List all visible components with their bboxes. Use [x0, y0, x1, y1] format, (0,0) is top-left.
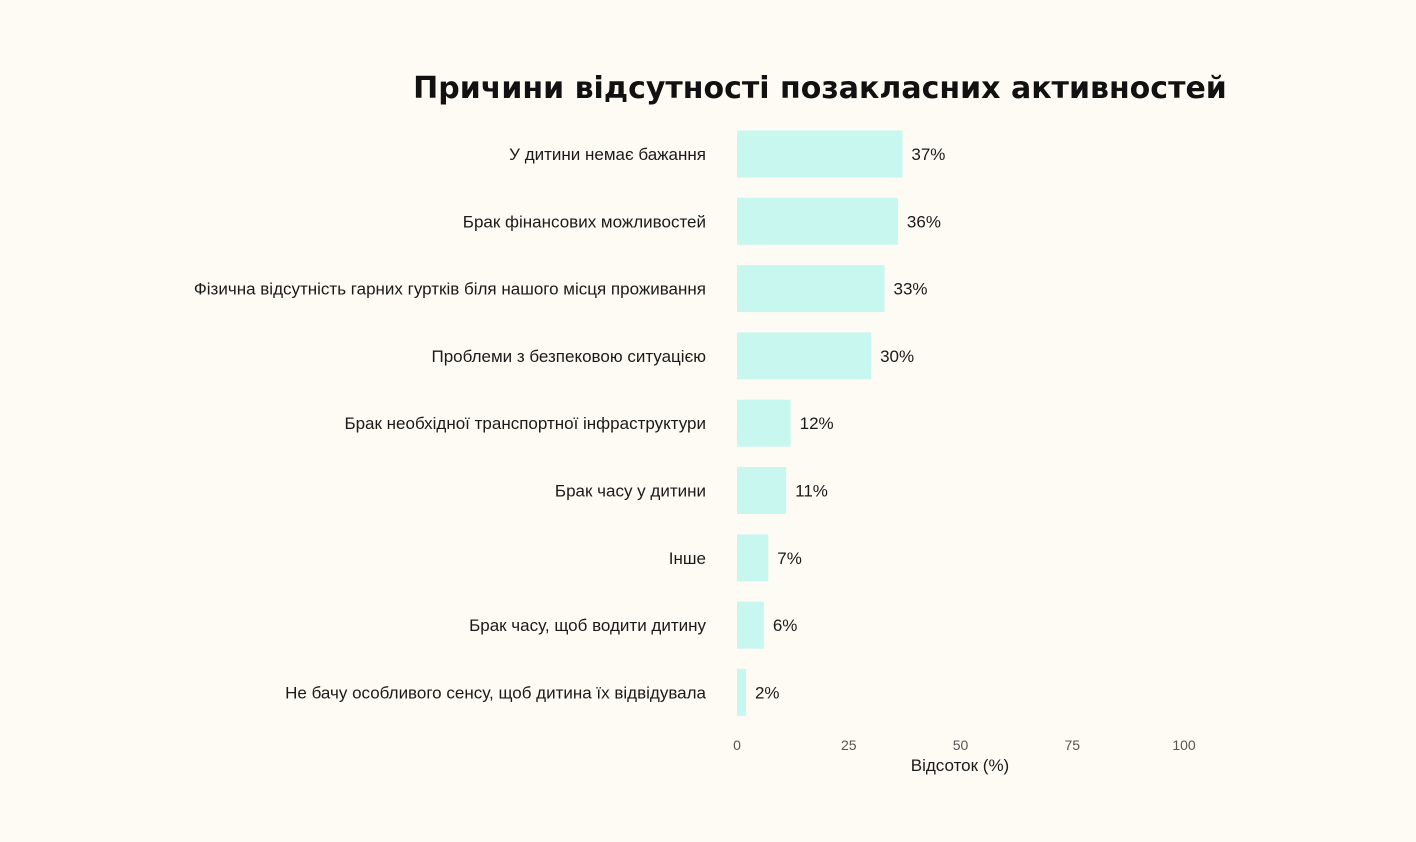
bar-4 [737, 332, 872, 380]
category-labels: У дитини немає бажання Брак фінансових мо… [194, 145, 707, 702]
bar-7 [737, 534, 769, 582]
bar-6 [737, 467, 787, 514]
category-label-8: Брак часу, щоб водити дитину [469, 616, 706, 635]
category-label-6: Брак часу у дитини [555, 482, 706, 501]
bar-8 [737, 601, 764, 649]
value-label-8: 6% [773, 616, 798, 635]
chart-title: Причини відсутності позакласних активнос… [413, 71, 1227, 106]
bars-layer [737, 130, 903, 716]
category-label-1: У дитини немає бажання [509, 145, 706, 164]
category-label-2: Брак фінансових можливостей [463, 212, 706, 231]
category-label-5: Брак необхідної транспортної інфраструкт… [344, 414, 706, 433]
x-tick-label-50: 50 [953, 737, 969, 753]
value-label-1: 37% [911, 145, 945, 164]
category-label-7: Інше [669, 549, 706, 568]
value-label-3: 33% [894, 280, 928, 299]
bar-2 [737, 197, 898, 245]
bar-5 [737, 399, 791, 447]
bar-9 [737, 668, 746, 716]
x-axis-ticks: 0 25 50 75 100 [733, 737, 1196, 753]
bar-3 [737, 265, 885, 313]
value-labels: 37% 36% 33% 30% 12% 11% 7% 6% 2% [755, 145, 945, 702]
x-tick-label-0: 0 [733, 737, 741, 753]
x-tick-label-25: 25 [841, 737, 857, 753]
value-label-4: 30% [880, 347, 914, 366]
x-tick-label-100: 100 [1172, 737, 1196, 753]
value-label-2: 36% [907, 212, 941, 231]
bar-1 [737, 130, 903, 178]
x-axis-title: Відсоток (%) [911, 756, 1009, 775]
value-label-7: 7% [777, 549, 802, 568]
category-label-3: Фізична відсутність гарних гуртків біля … [194, 280, 706, 299]
value-label-9: 2% [755, 683, 780, 702]
category-label-4: Проблеми з безпековою ситуацією [431, 347, 706, 366]
x-tick-label-75: 75 [1064, 737, 1080, 753]
value-label-5: 12% [800, 414, 834, 433]
category-label-9: Не бачу особливого сенсу, щоб дитина їх … [285, 683, 706, 702]
value-label-6: 11% [795, 482, 828, 501]
